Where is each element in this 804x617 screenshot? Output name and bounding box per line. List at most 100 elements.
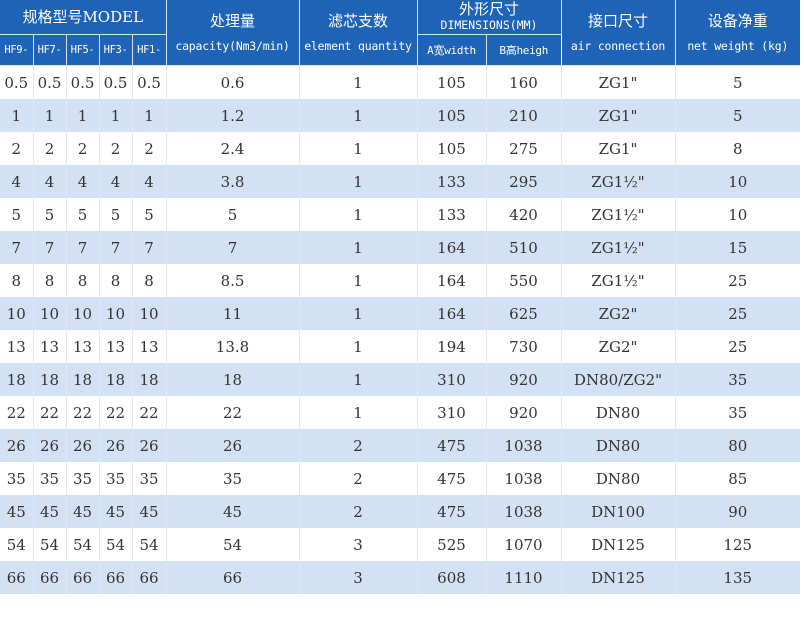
model-hf1-cell: 5 bbox=[132, 198, 167, 231]
net-weight-cell: 80 bbox=[675, 429, 800, 462]
capacity-header-en: capacity(Nm3/min) bbox=[175, 38, 290, 53]
table-row: 5 5 5 5 5 5 1 133 420 ZG1½" 10 bbox=[0, 198, 800, 231]
table-row: 0.5 0.5 0.5 0.5 0.5 0.6 1 105 160 ZG1" 5 bbox=[0, 65, 800, 99]
model-hf9-cell: 66 bbox=[0, 561, 34, 594]
width-cell: 475 bbox=[417, 495, 487, 528]
air-connection-cell: ZG1½" bbox=[561, 165, 676, 198]
model-hf5-cell: 2 bbox=[66, 132, 100, 165]
model-sub-header: HF7- bbox=[33, 34, 67, 66]
element-quantity-cell: 1 bbox=[299, 65, 418, 99]
air-connection-cell: ZG1" bbox=[561, 99, 676, 132]
element-quantity-cell: 1 bbox=[299, 231, 418, 264]
model-hf3-cell: 66 bbox=[99, 561, 133, 594]
height-cell: 420 bbox=[486, 198, 562, 231]
table-row: 45 45 45 45 45 45 2 475 1038 DN100 90 bbox=[0, 495, 800, 528]
table-row: 22 22 22 22 22 22 1 310 920 DN80 35 bbox=[0, 396, 800, 429]
model-hf5-cell: 18 bbox=[66, 363, 100, 396]
model-hf5-cell: 13 bbox=[66, 330, 100, 363]
height-cell: 1038 bbox=[486, 429, 562, 462]
element-quantity-cell: 1 bbox=[299, 165, 418, 198]
table-row: 2 2 2 2 2 2.4 1 105 275 ZG1" 8 bbox=[0, 132, 800, 165]
model-hf1-cell: 8 bbox=[132, 264, 167, 297]
width-cell: 105 bbox=[417, 99, 487, 132]
model-hf9-cell: 0.5 bbox=[0, 65, 34, 99]
height-cell: 1110 bbox=[486, 561, 562, 594]
height-cell: 1070 bbox=[486, 528, 562, 561]
model-hf5-cell: 26 bbox=[66, 429, 100, 462]
net-weight-cell: 15 bbox=[675, 231, 800, 264]
net-weight-cell: 8 bbox=[675, 132, 800, 165]
height-cell: 160 bbox=[486, 65, 562, 99]
width-cell: 525 bbox=[417, 528, 487, 561]
table-row: 54 54 54 54 54 54 3 525 1070 DN125 125 bbox=[0, 528, 800, 561]
model-hf5-cell: 8 bbox=[66, 264, 100, 297]
model-hf1-cell: 2 bbox=[132, 132, 167, 165]
height-cell: 275 bbox=[486, 132, 562, 165]
dimension-b-header: B高heigh bbox=[486, 34, 561, 66]
element-quantity-cell: 1 bbox=[299, 363, 418, 396]
model-hf5-cell: 54 bbox=[66, 528, 100, 561]
table-row: 13 13 13 13 13 13.8 1 194 730 ZG2" 25 bbox=[0, 330, 800, 363]
table-row: 7 7 7 7 7 7 1 164 510 ZG1½" 15 bbox=[0, 231, 800, 264]
height-cell: 1038 bbox=[486, 495, 562, 528]
model-hf9-cell: 2 bbox=[0, 132, 34, 165]
model-sub-header: HF5- bbox=[66, 34, 100, 66]
model-hf7-cell: 22 bbox=[33, 396, 67, 429]
net-weight-cell: 135 bbox=[675, 561, 800, 594]
air-connection-cell: DN80 bbox=[561, 462, 676, 495]
table-row: 26 26 26 26 26 26 2 475 1038 DN80 80 bbox=[0, 429, 800, 462]
model-hf7-cell: 8 bbox=[33, 264, 67, 297]
model-hf5-cell: 5 bbox=[66, 198, 100, 231]
model-hf3-cell: 13 bbox=[99, 330, 133, 363]
model-hf3-cell: 1 bbox=[99, 99, 133, 132]
capacity-cell: 18 bbox=[166, 363, 300, 396]
element-quantity-cell: 2 bbox=[299, 429, 418, 462]
air-connection-cell: ZG1" bbox=[561, 65, 676, 99]
air-connection-header-cn: 接口尺寸 bbox=[587, 11, 648, 30]
model-hf1-cell: 26 bbox=[132, 429, 167, 462]
net-weight-cell: 85 bbox=[675, 462, 800, 495]
net-weight-cell: 25 bbox=[675, 297, 800, 330]
element-quantity-cell: 1 bbox=[299, 99, 418, 132]
model-hf7-cell: 5 bbox=[33, 198, 67, 231]
model-hf1-cell: 66 bbox=[132, 561, 167, 594]
height-cell: 550 bbox=[486, 264, 562, 297]
table-row: 18 18 18 18 18 18 1 310 920 DN80/ZG2" 35 bbox=[0, 363, 800, 396]
model-hf9-cell: 5 bbox=[0, 198, 34, 231]
model-hf1-cell: 54 bbox=[132, 528, 167, 561]
net-weight-cell: 90 bbox=[675, 495, 800, 528]
element-quantity-cell: 1 bbox=[299, 297, 418, 330]
weight-header: 设备净重 net weight (kg) bbox=[675, 0, 800, 66]
model-hf5-cell: 10 bbox=[66, 297, 100, 330]
height-cell: 295 bbox=[486, 165, 562, 198]
width-cell: 194 bbox=[417, 330, 487, 363]
model-hf9-cell: 1 bbox=[0, 99, 34, 132]
model-header-label: 规格型号MODEL bbox=[22, 7, 144, 26]
net-weight-cell: 125 bbox=[675, 528, 800, 561]
air-connection-cell: ZG2" bbox=[561, 330, 676, 363]
width-cell: 105 bbox=[417, 65, 487, 99]
height-cell: 210 bbox=[486, 99, 562, 132]
width-cell: 310 bbox=[417, 363, 487, 396]
width-cell: 164 bbox=[417, 297, 487, 330]
capacity-cell: 13.8 bbox=[166, 330, 300, 363]
air-connection-header-en: air connection bbox=[570, 38, 666, 53]
height-cell: 730 bbox=[486, 330, 562, 363]
model-hf5-cell: 22 bbox=[66, 396, 100, 429]
model-hf1-cell: 13 bbox=[132, 330, 167, 363]
capacity-cell: 11 bbox=[166, 297, 300, 330]
model-hf3-cell: 8 bbox=[99, 264, 133, 297]
table-row: 1 1 1 1 1 1.2 1 105 210 ZG1" 5 bbox=[0, 99, 800, 132]
model-hf7-cell: 66 bbox=[33, 561, 67, 594]
capacity-header: 处理量 capacity(Nm3/min) bbox=[166, 0, 300, 66]
model-hf3-cell: 0.5 bbox=[99, 65, 133, 99]
model-hf3-cell: 35 bbox=[99, 462, 133, 495]
model-hf3-cell: 26 bbox=[99, 429, 133, 462]
model-hf1-cell: 0.5 bbox=[132, 65, 167, 99]
air-connection-cell: ZG2" bbox=[561, 297, 676, 330]
net-weight-cell: 10 bbox=[675, 165, 800, 198]
model-hf7-cell: 35 bbox=[33, 462, 67, 495]
capacity-cell: 8.5 bbox=[166, 264, 300, 297]
width-cell: 133 bbox=[417, 165, 487, 198]
model-hf9-cell: 10 bbox=[0, 297, 34, 330]
